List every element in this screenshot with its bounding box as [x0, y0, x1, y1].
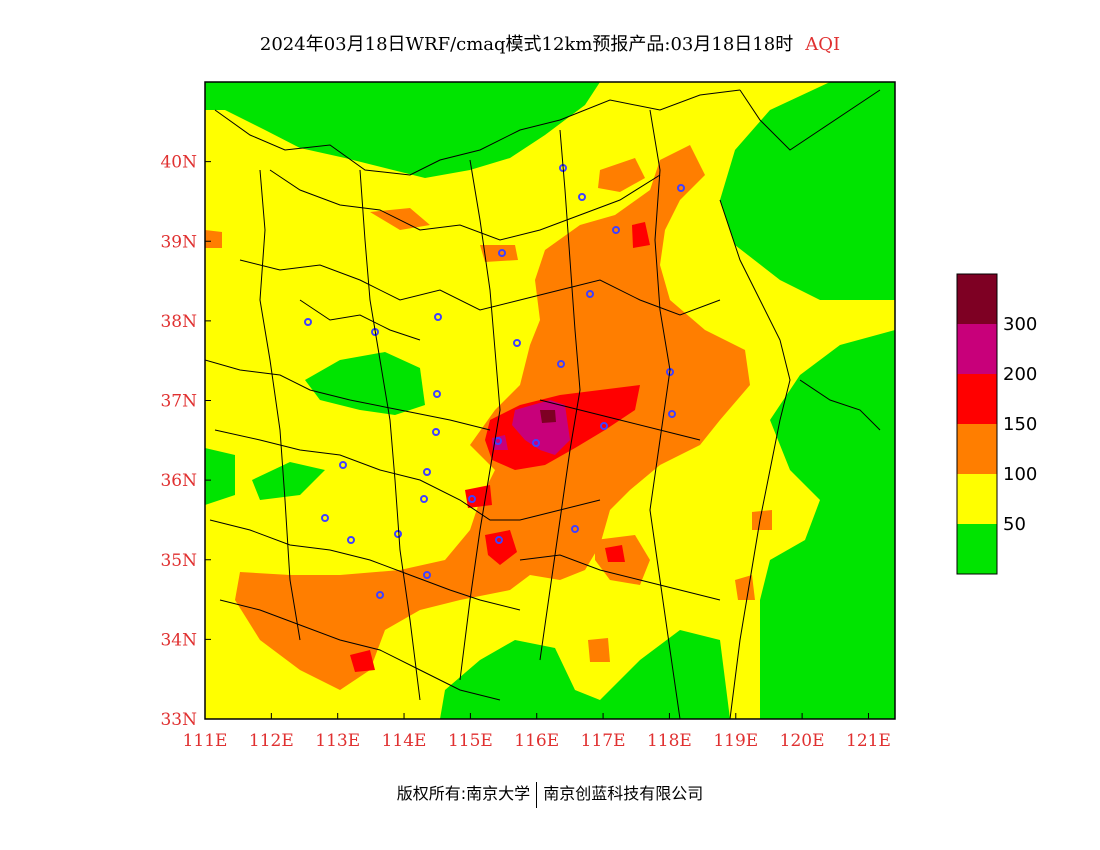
lat-tick-label: 34N [160, 630, 197, 650]
latitude-axis: 33N 34N 35N 36N 37N 38N 39N 40N [160, 153, 211, 730]
city-marker [532, 439, 540, 447]
city-marker [321, 514, 329, 522]
aqi-zone-unhealthy-north [632, 222, 650, 248]
city-marker [420, 495, 428, 503]
admin-boundaries [205, 89, 881, 719]
aqi-zone-unhealthy-east [605, 545, 625, 562]
legend-colorbar [957, 274, 997, 574]
lat-tick-label: 38N [160, 312, 197, 332]
city-marker [557, 360, 565, 368]
legend-label: 150 [1003, 414, 1037, 435]
aqi-field [205, 82, 895, 719]
legend-bin [957, 374, 997, 424]
aqi-zone-usg-south [588, 638, 610, 662]
lat-tick-label: 39N [160, 232, 197, 252]
legend-labels: 300 200 150 100 50 [1003, 314, 1037, 535]
aqi-zone-usg-west [205, 230, 222, 248]
lat-tick-label: 33N [160, 710, 197, 730]
aqi-zone-good-sea [720, 82, 895, 719]
aqi-zone-unhealthy-south [485, 530, 517, 565]
legend-bin [957, 524, 997, 574]
lon-tick-label: 121E [846, 731, 891, 751]
legend-bin [957, 274, 997, 324]
aqi-zone-good-small [252, 462, 325, 500]
copyright-footer: 版权所有:南京大学 南京创蓝科技有限公司 [0, 780, 1100, 808]
lat-tick-label: 37N [160, 392, 197, 412]
city-marker [433, 390, 441, 398]
lon-tick-label: 116E [514, 731, 559, 751]
legend-label: 50 [1003, 514, 1026, 535]
legend-frame [956, 273, 998, 575]
city-marker [668, 410, 676, 418]
city-marker [423, 468, 431, 476]
legend-label: 200 [1003, 364, 1037, 385]
footer-separator [536, 781, 538, 808]
city-marker [423, 571, 431, 579]
lon-tick-label: 111E [183, 731, 228, 751]
legend-label: 100 [1003, 464, 1037, 485]
city-marker [495, 536, 503, 544]
aqi-zone-usg-north-2 [370, 208, 430, 230]
lon-tick-label: 114E [382, 731, 427, 751]
title-text: 2024年03月18日WRF/cmaq模式12km预报产品:03月18日18时 [259, 34, 794, 55]
copyright-owner: 版权所有:南京大学 [396, 784, 531, 803]
lat-tick-label: 35N [160, 551, 197, 571]
aqi-zone-good-plain [305, 352, 425, 415]
aqi-zone-good-north [205, 82, 600, 178]
legend-bin [957, 424, 997, 474]
aqi-zone-usg-belt [235, 145, 750, 690]
aqi-zone-very-unhealthy [512, 400, 570, 455]
city-marker [468, 495, 476, 503]
city-marker [432, 428, 440, 436]
aqi-zone-hazardous [540, 410, 556, 423]
city-marker [339, 461, 347, 469]
city-marker [677, 184, 685, 192]
city-marker [578, 193, 586, 201]
city-marker [513, 339, 521, 347]
city-marker [586, 290, 594, 298]
lon-tick-label: 112E [249, 731, 294, 751]
city-markers [304, 164, 685, 599]
title-tag: AQI [805, 34, 841, 55]
lon-tick-label: 118E [647, 731, 692, 751]
city-marker [600, 422, 608, 430]
city-marker [434, 313, 442, 321]
city-marker [347, 536, 355, 544]
lat-tick-label: 36N [160, 471, 197, 491]
legend-bin [957, 474, 997, 524]
city-marker [304, 318, 312, 326]
longitude-axis: 111E 112E 113E 114E 115E 116E 117E 118E 119E 120E… [183, 713, 891, 751]
aqi-zone-good-south [440, 630, 730, 719]
lon-tick-label: 113E [315, 731, 360, 751]
lon-tick-label: 117E [581, 731, 626, 751]
lon-tick-label: 120E [780, 731, 825, 751]
city-marker [376, 591, 384, 599]
map-title: 2024年03月18日WRF/cmaq模式12km预报产品:03月18日18时 A… [0, 30, 1100, 56]
lon-tick-label: 115E [448, 731, 493, 751]
copyright-company: 南京创蓝科技有限公司 [543, 784, 704, 803]
city-marker [612, 226, 620, 234]
lon-tick-label: 119E [713, 731, 758, 751]
aqi-zone-usg-coast [752, 510, 772, 530]
aqi-zone-usg-north-1 [598, 158, 645, 192]
lat-tick-label: 40N [160, 153, 197, 173]
aqi-zone-good-west [205, 448, 235, 505]
city-marker [498, 249, 506, 257]
city-marker [571, 525, 579, 533]
city-marker [394, 530, 402, 538]
legend-bin [957, 324, 997, 374]
aqi-legend: 300 200 150 100 50 [956, 273, 1037, 575]
legend-label: 300 [1003, 314, 1037, 335]
aqi-zone-unhealthy-southwest [350, 650, 375, 672]
